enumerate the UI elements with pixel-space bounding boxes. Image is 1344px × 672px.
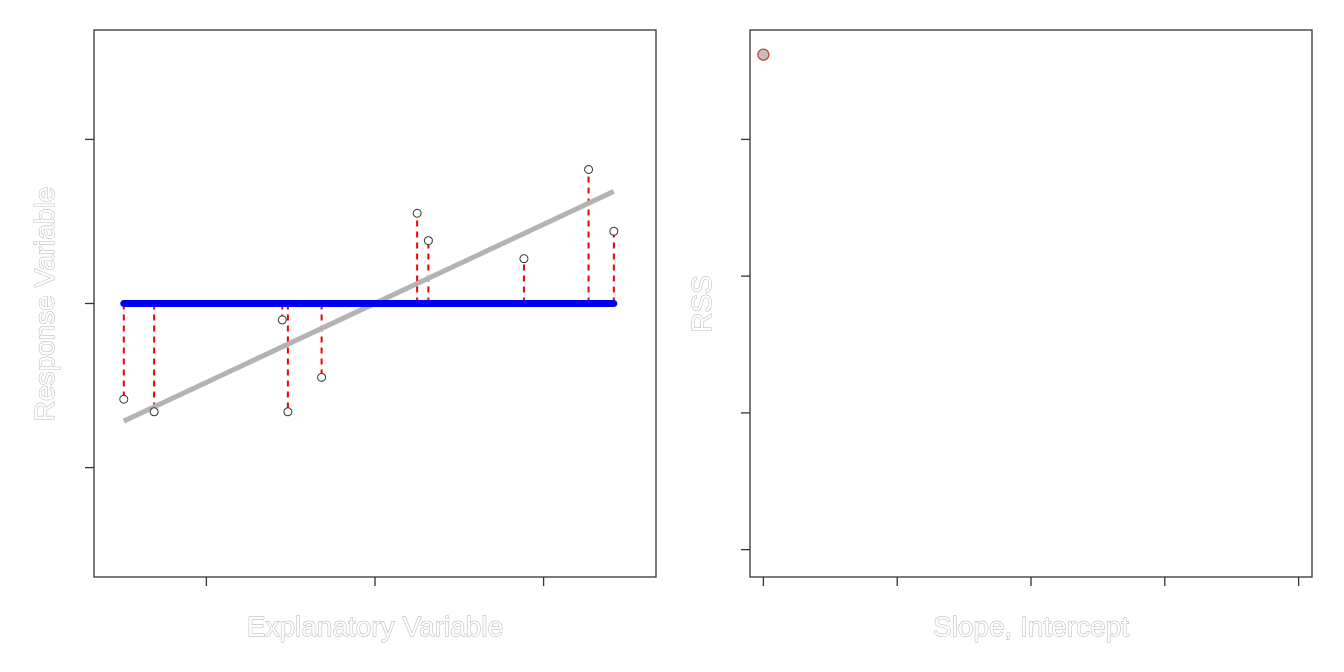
data-point-5 [412, 208, 422, 218]
data-point-4 [317, 372, 327, 382]
left-panel: Explanatory Variable Response Variable [29, 29, 657, 642]
left-x-axis-title: Explanatory Variable [247, 611, 503, 642]
data-point-3 [283, 407, 293, 417]
left-residuals [122, 169, 615, 412]
left-ticks [85, 138, 545, 586]
right-y-axis-title: RSS [686, 275, 717, 333]
right-panel: Slope, Intercept RSS [686, 29, 1313, 642]
data-point-0 [119, 394, 129, 404]
right-plot-frame [749, 29, 1313, 578]
data-point-7 [519, 254, 529, 264]
rss-point-0 [757, 48, 770, 61]
right-x-axis-title: Slope, Intercept [933, 611, 1129, 642]
data-point-2 [277, 315, 287, 325]
data-point-8 [584, 164, 594, 174]
data-point-9 [609, 226, 619, 236]
data-point-1 [149, 407, 159, 417]
right-ticks [741, 138, 1300, 586]
right-points [757, 48, 770, 61]
left-points [119, 164, 619, 417]
data-point-6 [423, 236, 433, 246]
left-y-axis-title: Response Variable [29, 187, 60, 422]
